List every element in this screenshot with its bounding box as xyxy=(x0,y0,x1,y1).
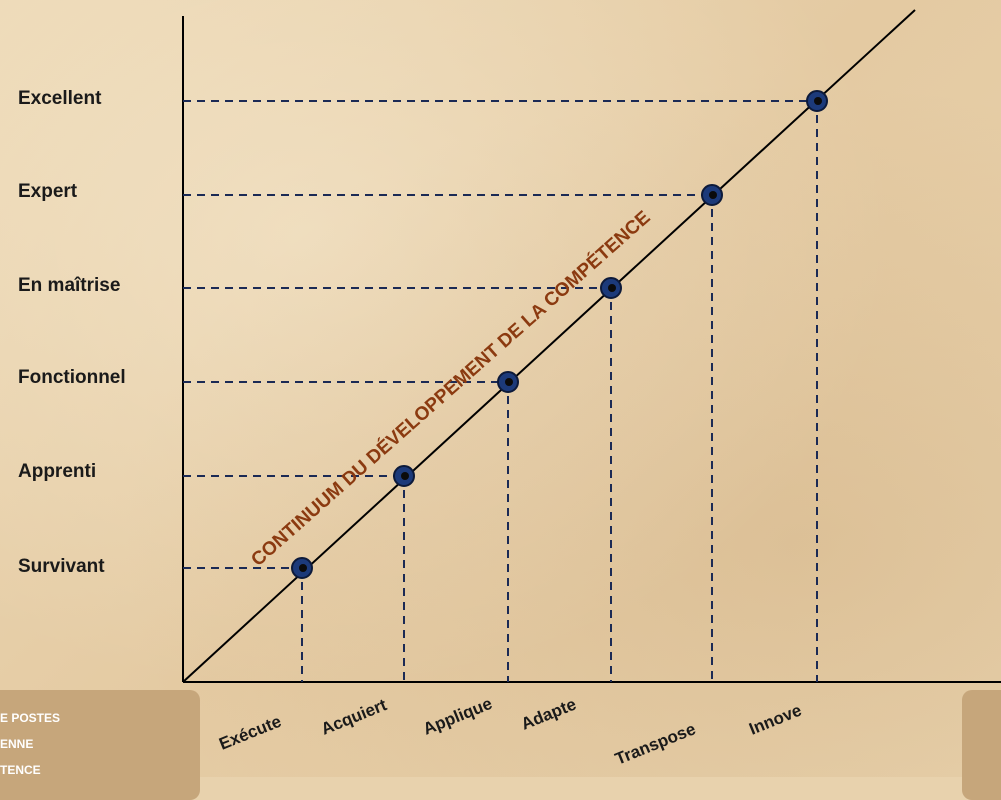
level-label-apprenti: Apprenti xyxy=(18,461,97,482)
level-point-core xyxy=(299,564,307,572)
step-label: Applique xyxy=(420,694,495,739)
step-label: Innove xyxy=(746,701,804,739)
step-label: Exécute xyxy=(216,712,284,754)
step-label: Transpose xyxy=(612,719,698,768)
level-point-core xyxy=(401,472,409,480)
level-points xyxy=(291,90,828,579)
diagonal-line xyxy=(182,9,916,683)
level-label-survivant: Survivant xyxy=(18,556,105,577)
level-label-excellent: Excellent xyxy=(18,88,102,109)
level-label-expert: Expert xyxy=(18,181,78,202)
level-label-en-maitrise: En maîtrise xyxy=(18,275,121,296)
panel-text-line: TENCE xyxy=(0,763,41,777)
guide-dashes xyxy=(183,100,818,682)
step-labels: Exécute Acquiert Applique Adapte Transpose In… xyxy=(216,694,804,769)
level-point-core xyxy=(505,378,513,386)
level-label-fonctionnel: Fonctionnel xyxy=(18,367,126,388)
panel-text-line: ENNE xyxy=(0,737,34,751)
competence-continuum-diagram: Exécute Acquiert Applique Adapte Transpose In… xyxy=(182,9,1001,769)
level-point-core xyxy=(814,97,822,105)
panel-text-line: E POSTES xyxy=(0,711,61,725)
step-label: Acquiert xyxy=(318,695,389,739)
level-point-core xyxy=(709,191,717,199)
continuum-title: CONTINUUM DU DÉVELOPPEMENT DE LA COMPÉTE… xyxy=(247,206,655,570)
level-point-core xyxy=(608,284,616,292)
step-label: Adapte xyxy=(518,695,579,734)
